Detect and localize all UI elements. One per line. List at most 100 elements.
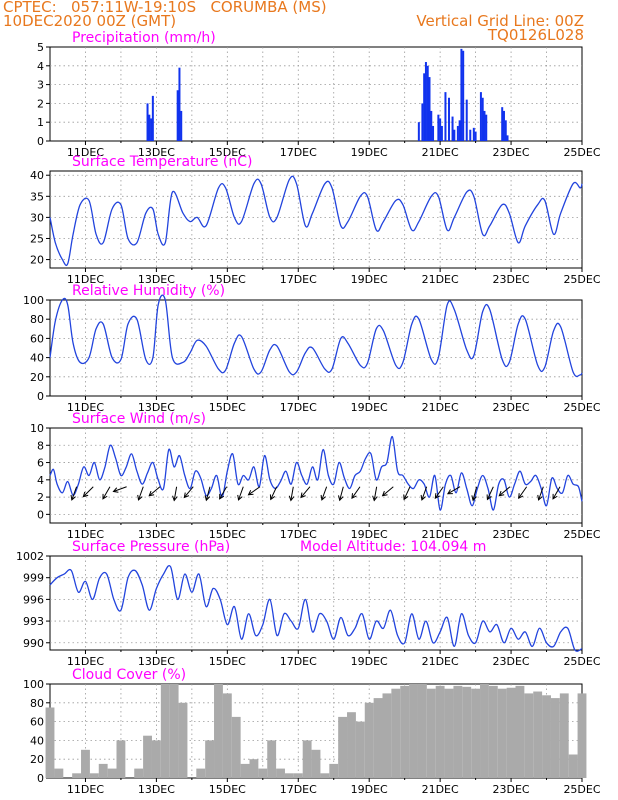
x-tick-label: 25DEC	[563, 146, 600, 159]
wind-arrow-head	[446, 489, 453, 495]
cloud-bar	[559, 693, 569, 778]
wind-arrow	[373, 486, 378, 501]
x-tick-label: 15DEC	[209, 401, 246, 414]
precip-bar	[424, 62, 427, 141]
y-tick-label: 0	[37, 772, 44, 785]
y-tick-label: 999	[23, 572, 44, 585]
x-tick-label: 23DEC	[493, 146, 530, 159]
wind-arrow-head	[269, 494, 276, 501]
cloud-bar	[222, 693, 232, 778]
precip-bar	[176, 90, 179, 141]
temperature-title: Surface Temperature (nC)	[72, 154, 253, 170]
x-tick-label: 13DEC	[138, 783, 175, 796]
precip-bar	[439, 118, 442, 141]
wind-arrow	[421, 486, 428, 501]
wind-arrow	[300, 486, 311, 498]
cloud-bar	[320, 773, 330, 778]
wind-arrow	[148, 486, 161, 497]
cloud-bar	[391, 688, 401, 778]
x-tick-label: 19DEC	[351, 783, 388, 796]
cloud-bar	[568, 754, 578, 778]
cloud-bar	[550, 698, 560, 778]
y-tick-label: 4	[37, 60, 44, 73]
wind-arrow-head	[247, 490, 254, 496]
wind-arrow	[518, 486, 528, 499]
wind-arrow	[538, 486, 544, 501]
cloud-bar	[160, 684, 170, 778]
x-tick-label: 11DEC	[67, 655, 104, 668]
wind-arrow	[83, 486, 94, 497]
humidity-series-line	[49, 294, 583, 378]
wind-arrow-head	[552, 493, 558, 500]
precip-bar	[426, 65, 429, 141]
x-tick-label: 25DEC	[563, 655, 600, 668]
cloud-bar	[364, 702, 374, 778]
cloud-bar	[471, 688, 481, 778]
x-tick-label: 21DEC	[422, 401, 459, 414]
wind-arrow-head	[82, 491, 89, 498]
precip-bar	[428, 77, 431, 141]
y-tick-label: 1	[37, 116, 44, 129]
x-tick-label: 11DEC	[67, 783, 104, 796]
x-tick-label: 11DEC	[67, 146, 104, 159]
cloud-bar	[542, 695, 551, 778]
cloud-bar	[81, 749, 90, 778]
precip-bar	[453, 129, 456, 141]
cloud-bar	[311, 749, 321, 778]
pressure-panel: 990 993 996 999 1002 11DEC 13DEC 15DEC 17DEC 19DE…	[16, 539, 601, 668]
wind-arrow-head	[403, 494, 409, 501]
x-tick-label: 15DEC	[209, 783, 246, 796]
wind-title: Surface Wind (m/s)	[72, 411, 206, 427]
pressure-series-line	[49, 565, 583, 652]
y-tick-label: 993	[23, 615, 44, 628]
wind-arrow-head	[204, 495, 211, 502]
y-tick-label: 100	[23, 678, 44, 691]
cloud-bar	[382, 693, 392, 778]
cloud-bar	[355, 721, 365, 778]
wind-arrow-head	[183, 492, 190, 499]
cloud-bar	[302, 740, 312, 778]
cloud-bar	[444, 688, 454, 778]
plot-frame	[49, 46, 583, 142]
cloud-bar	[409, 684, 418, 778]
x-tick-label: 17DEC	[280, 273, 317, 286]
wind-arrow	[102, 486, 111, 500]
wind-arrow-head	[172, 495, 178, 502]
wind-arrow-head	[518, 493, 524, 500]
wind-arrow-head	[137, 494, 143, 501]
cloud-bar	[134, 768, 144, 778]
x-tick-label: 23DEC	[493, 273, 530, 286]
wind-arrow-head	[537, 494, 543, 501]
wind-arrow	[486, 486, 494, 500]
wind-arrow-head	[219, 493, 225, 500]
precip-bar	[148, 114, 151, 141]
y-tick-label: 20	[30, 753, 44, 766]
precip-bar	[483, 110, 486, 141]
cloud-bar	[497, 688, 507, 778]
wind-arrow-head	[471, 495, 477, 502]
y-tick-label: 40	[30, 352, 44, 365]
cloud-bar	[400, 685, 410, 778]
cloud-bar	[89, 773, 99, 778]
wind-panel: 0 2 4 6 8 10 11DEC 13DEC 15DEC 17DEC 19DEC 21DEC 23D…	[30, 411, 601, 541]
cloud-bar	[107, 768, 117, 778]
x-tick-label: 15DEC	[209, 655, 246, 668]
precip-bar	[451, 116, 454, 141]
wind-arrow-head	[338, 495, 344, 502]
wind-arrow	[248, 486, 261, 496]
cloud-bar	[196, 768, 206, 778]
precip-bar	[472, 127, 475, 141]
precip-bar	[146, 103, 149, 141]
precip-bar	[178, 67, 181, 141]
wind-arrow-head	[351, 493, 357, 500]
x-tick-label: 15DEC	[209, 528, 246, 541]
cloud-bar	[258, 768, 268, 778]
precip-bar	[430, 110, 433, 141]
header-date: 10DEC2020 00Z (GMT)	[3, 12, 177, 30]
wind-arrow-head	[498, 490, 505, 497]
x-tick-label: 17DEC	[280, 401, 317, 414]
wind-arrow	[552, 486, 561, 500]
temperature-panel: 20 25 30 35 40 11DEC 13DEC 15DEC 17DEC 19DEC 21DEC…	[30, 154, 601, 286]
x-tick-label: 15DEC	[209, 273, 246, 286]
cloud-bar	[116, 740, 126, 778]
